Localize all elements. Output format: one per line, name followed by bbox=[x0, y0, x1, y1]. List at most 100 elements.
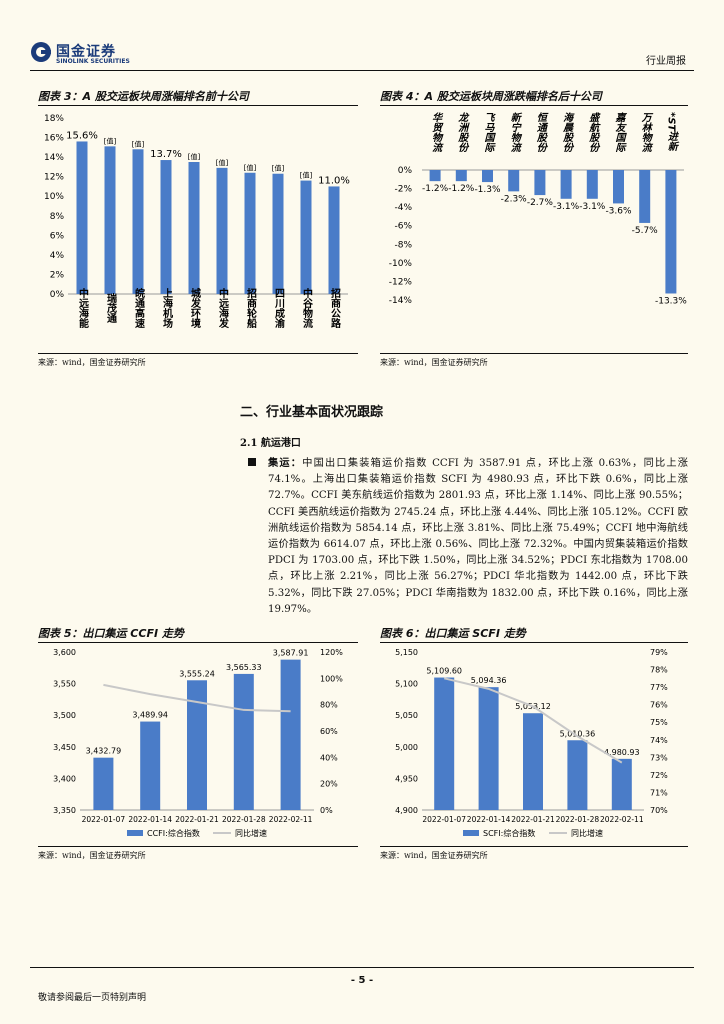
fig5-top-rule bbox=[38, 642, 358, 643]
y-right-tick-label: 77% bbox=[650, 683, 668, 692]
y-right-tick-label: 76% bbox=[650, 701, 668, 710]
data-label: -13.3% bbox=[655, 297, 687, 307]
data-label: 5,109.60 bbox=[426, 667, 462, 676]
data-label: 3,587.91 bbox=[273, 649, 309, 658]
y-tick-label: -2% bbox=[394, 185, 412, 195]
y-right-tick-label: 74% bbox=[650, 736, 668, 745]
y-tick-label: 6% bbox=[50, 231, 65, 241]
data-label: 5,010.36 bbox=[560, 729, 596, 738]
x-tick-label: 2022-01-07 bbox=[422, 815, 466, 824]
y-left-tick-label: 5,100 bbox=[395, 680, 418, 689]
y-right-tick-label: 79% bbox=[650, 648, 668, 657]
fig6-chart: 4,900 4,950 5,000 5,050 5,100 5,150 70% 71% 72% 7… bbox=[395, 648, 668, 838]
category-label: 龙洲股份 bbox=[456, 112, 469, 153]
fig6-top-rule bbox=[380, 642, 688, 643]
category-label: 华贸物流 bbox=[430, 112, 442, 153]
fig4-bottom-rule bbox=[380, 353, 688, 354]
fig5-title: 图表 5：出口集运 CCFI 走势 bbox=[38, 627, 184, 640]
data-label: -5.7% bbox=[632, 226, 659, 236]
fig3-title: 图表 3：A 股交运板块周涨幅排名前十公司 bbox=[38, 90, 249, 103]
data-label: -3.1% bbox=[579, 202, 606, 212]
y-right-tick-label: 75% bbox=[650, 718, 668, 727]
y-left-tick-label: 4,900 bbox=[395, 806, 418, 815]
y-tick-label: 10% bbox=[44, 192, 64, 202]
x-tick-label: 2022-01-21 bbox=[511, 815, 555, 824]
fig6-source: 来源：wind，国金证券研究所 bbox=[380, 851, 488, 860]
fig3-source: 来源：wind，国金证券研究所 bbox=[38, 358, 146, 367]
y-left-tick-label: 5,050 bbox=[395, 711, 418, 720]
y-left-tick-label: 3,600 bbox=[53, 648, 76, 657]
y-tick-label: -6% bbox=[394, 222, 412, 232]
data-label: 3,565.33 bbox=[226, 663, 262, 672]
data-label: 3,432.79 bbox=[86, 747, 122, 756]
sinolink-logo-icon bbox=[31, 42, 51, 62]
header-rule bbox=[30, 70, 694, 71]
x-tick-label: 2022-01-21 bbox=[175, 815, 219, 824]
y-right-tick-label: 0% bbox=[320, 806, 333, 815]
y-tick-label: 8% bbox=[50, 212, 65, 222]
y-tick-label: 14% bbox=[44, 153, 64, 163]
bar bbox=[160, 160, 172, 294]
bar bbox=[508, 170, 520, 192]
y-tick-label: 16% bbox=[44, 134, 64, 144]
data-label: -3.1% bbox=[553, 202, 580, 212]
legend-bar-label: CCFI:综合指数 bbox=[147, 828, 200, 838]
data-label: -2.3% bbox=[501, 194, 528, 204]
bar bbox=[93, 757, 114, 810]
data-label: -1.2% bbox=[448, 184, 475, 194]
data-label: [值] bbox=[188, 152, 201, 161]
category-label: 中远海发 bbox=[217, 287, 230, 329]
data-label: 4,980.93 bbox=[604, 748, 640, 757]
data-label: [值] bbox=[272, 164, 285, 173]
fig6-bottom-rule bbox=[380, 846, 688, 847]
fig4-chart: 0% -2% -4% -6% -8% -10% -12% -14% -1.2% 华贸物流 -1.2%… bbox=[389, 112, 688, 307]
paragraph-text: 中国出口集装箱运价指数 CCFI 为 3587.91 点，环比上涨 0.63%，… bbox=[268, 458, 688, 615]
data-label: 15.6% bbox=[66, 130, 98, 141]
category-label: 中谷物流 bbox=[301, 287, 313, 329]
data-label: 3,555.24 bbox=[179, 669, 215, 678]
data-label: -3.6% bbox=[605, 206, 632, 216]
y-left-tick-label: 3,350 bbox=[53, 806, 76, 815]
bar bbox=[300, 180, 312, 294]
y-tick-label: -14% bbox=[389, 296, 413, 306]
category-label: 恒通股份 bbox=[534, 112, 547, 153]
y-right-tick-label: 72% bbox=[650, 771, 668, 780]
bar bbox=[244, 172, 256, 294]
bar bbox=[534, 170, 546, 196]
bar bbox=[188, 162, 200, 294]
footer-rule bbox=[30, 967, 694, 968]
data-label: [值] bbox=[244, 163, 257, 172]
page-number: - 5 - bbox=[350, 975, 374, 986]
bar bbox=[187, 680, 207, 810]
data-label: 11.0% bbox=[318, 175, 350, 186]
fig5-bottom-rule bbox=[38, 846, 358, 847]
bar bbox=[478, 687, 499, 810]
fig3-chart: 0% 2% 4% 6% 8% 10% 12% 14% 16% 18%15.6% 中远海能 [值] 瑞茂通… bbox=[44, 114, 350, 329]
data-label: 5,094.36 bbox=[471, 676, 507, 685]
bar bbox=[272, 173, 284, 294]
data-label: -2.7% bbox=[527, 198, 554, 208]
category-label: 盛航股份 bbox=[587, 112, 600, 153]
x-tick-label: 2022-01-14 bbox=[128, 815, 172, 824]
bar bbox=[586, 170, 598, 199]
y-right-tick-label: 100% bbox=[320, 674, 343, 683]
fig5-chart: 3,350 3,400 3,450 3,500 3,550 3,600 0% 20% 40% 60… bbox=[53, 648, 343, 838]
data-label: [值] bbox=[132, 139, 145, 148]
bar bbox=[429, 170, 441, 182]
report-type: 行业周报 bbox=[646, 56, 686, 67]
y-right-tick-label: 40% bbox=[320, 753, 338, 762]
category-label: 瑞茂通 bbox=[105, 292, 117, 324]
data-label: [值] bbox=[216, 158, 229, 167]
y-right-tick-label: 120% bbox=[320, 648, 343, 657]
y-right-tick-label: 78% bbox=[650, 666, 668, 675]
bar bbox=[280, 659, 301, 810]
bar bbox=[560, 170, 572, 199]
category-label: 中远海能 bbox=[77, 287, 89, 329]
bar bbox=[611, 758, 632, 810]
legend-bar-swatch bbox=[463, 830, 479, 836]
fig5-source: 来源：wind，国金证券研究所 bbox=[38, 851, 146, 860]
category-label: 城发环境 bbox=[189, 287, 202, 329]
y-tick-label: -8% bbox=[394, 240, 412, 250]
y-right-tick-label: 80% bbox=[320, 701, 338, 710]
subsection-title: 2.1 航运港口 bbox=[240, 438, 301, 449]
